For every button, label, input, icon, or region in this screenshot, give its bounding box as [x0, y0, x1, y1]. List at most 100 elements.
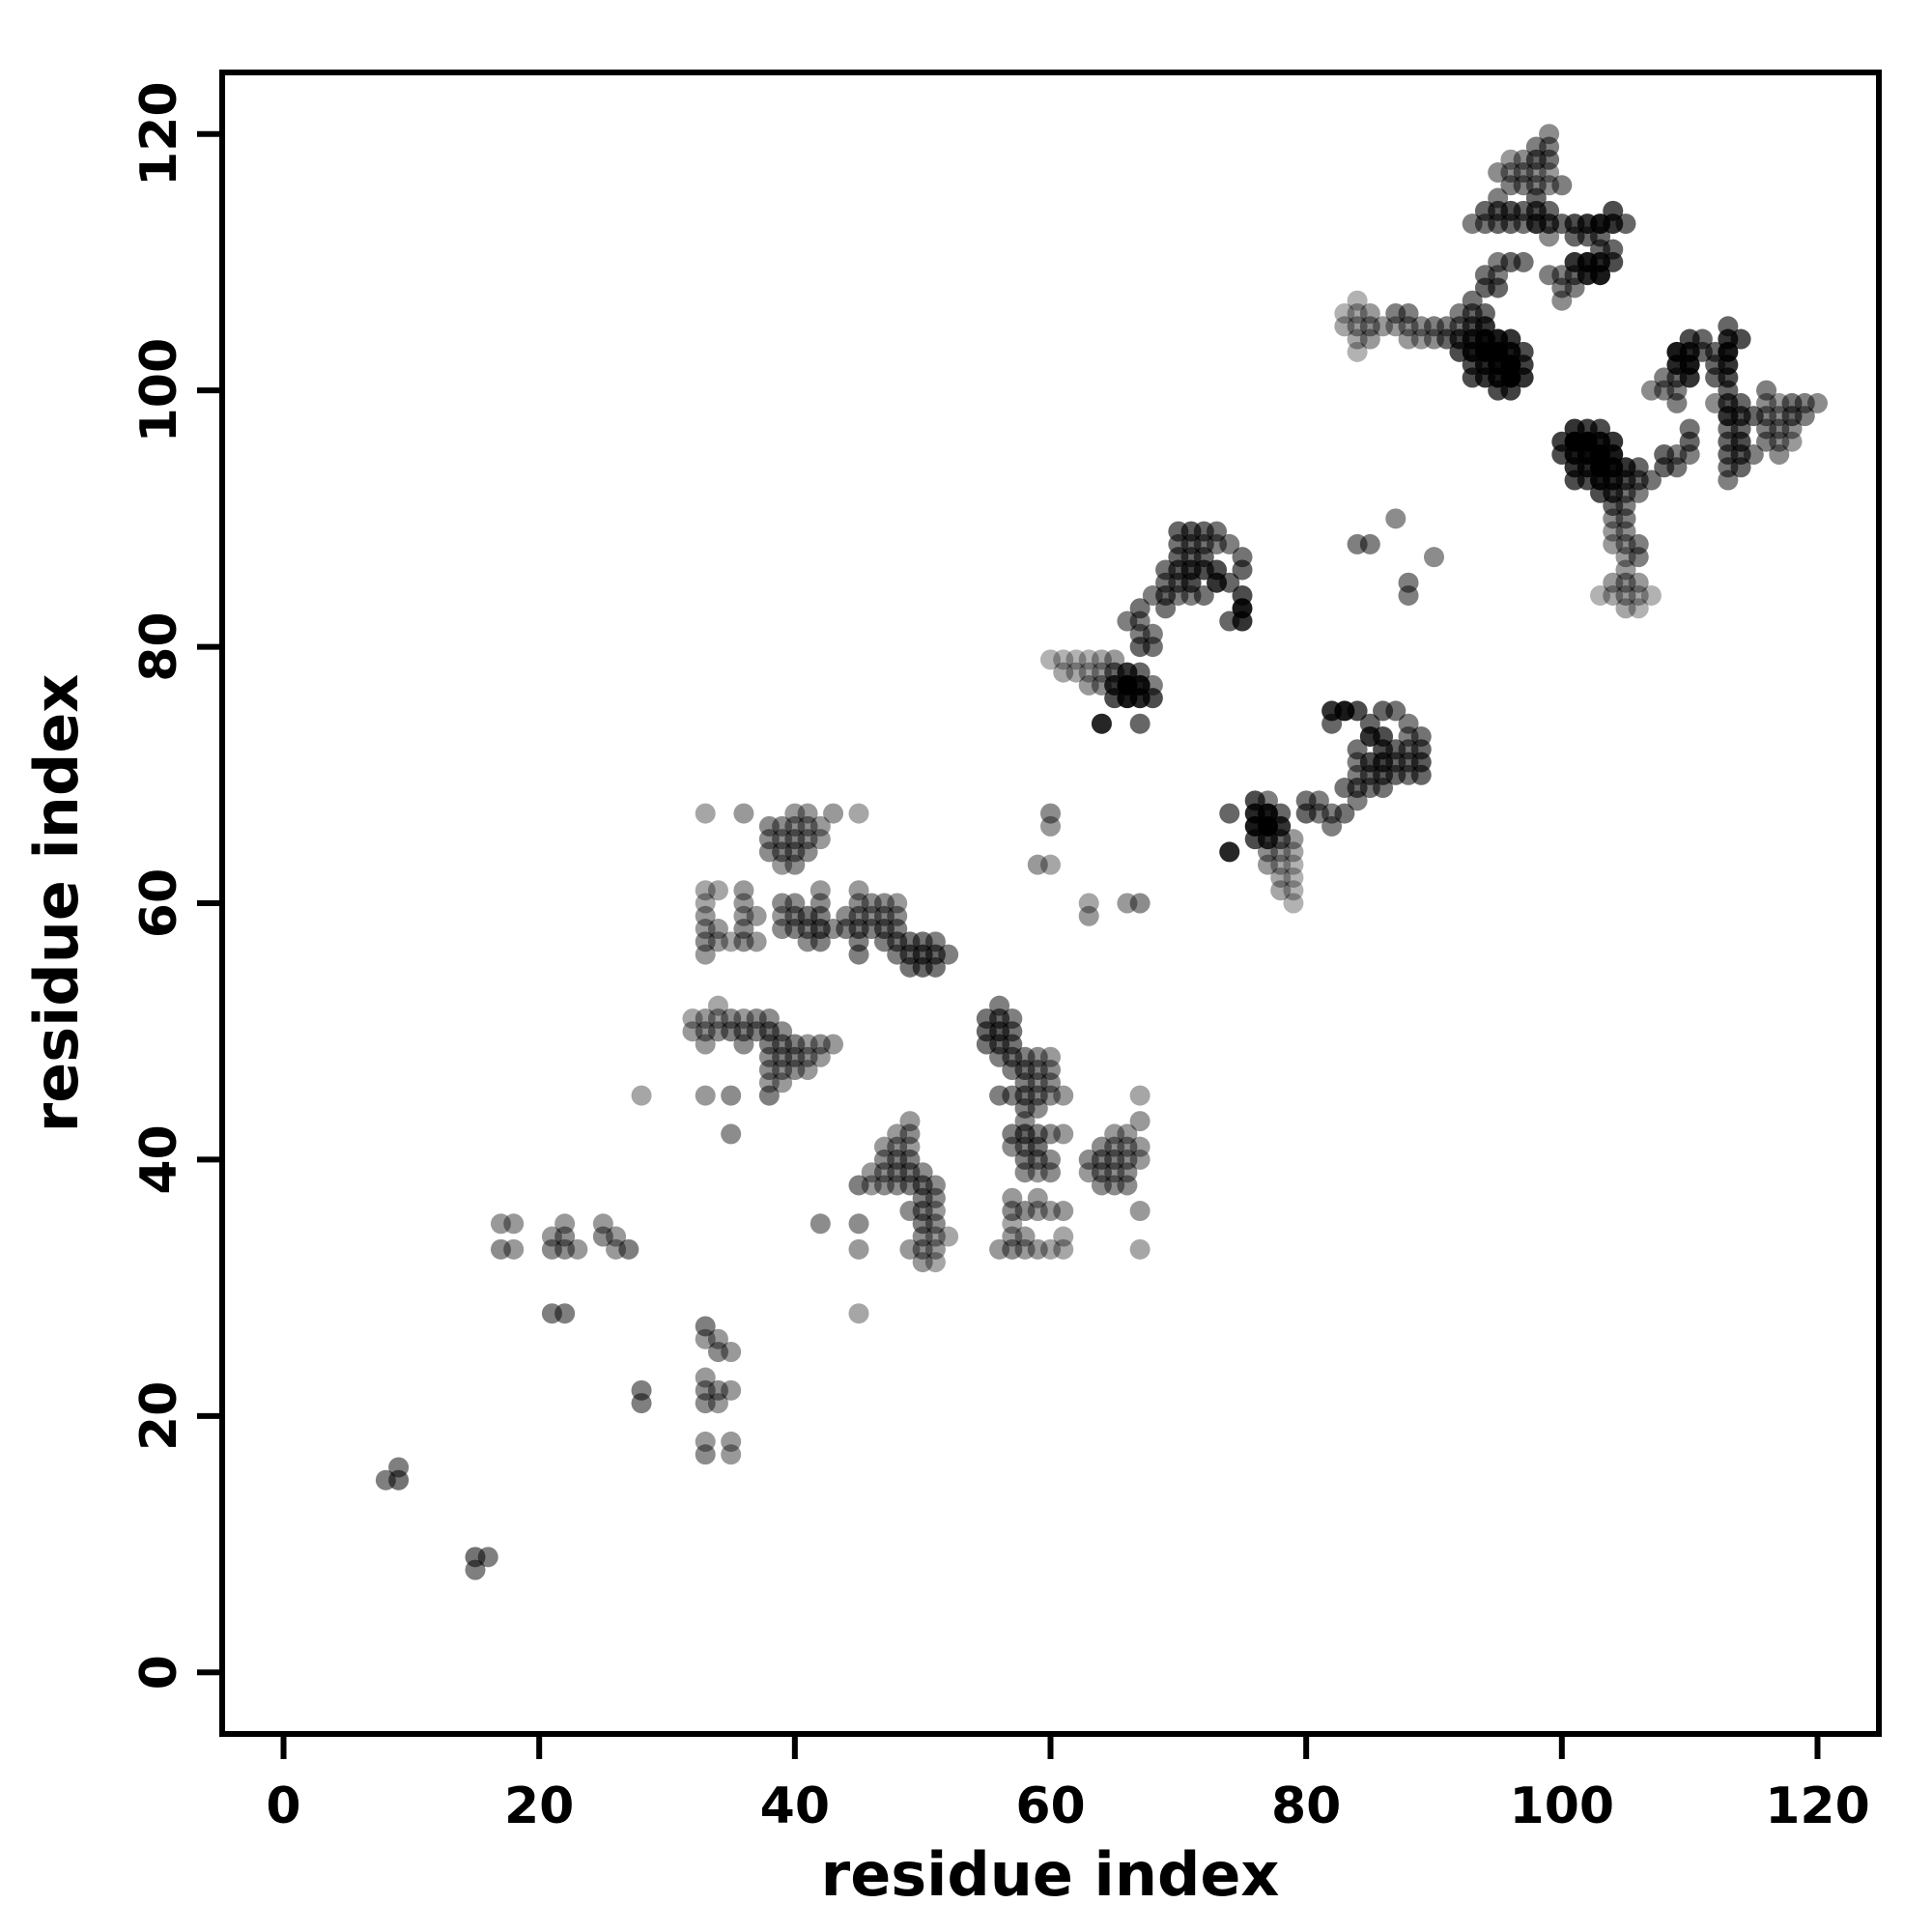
data-point: [797, 1046, 818, 1067]
data-point: [772, 893, 793, 914]
data-point: [797, 815, 818, 837]
data-point: [1053, 1238, 1074, 1260]
data-point: [733, 880, 754, 901]
data-point: [1398, 713, 1419, 734]
data-point: [1027, 1085, 1048, 1106]
data-point: [873, 893, 895, 914]
data-point: [1091, 713, 1112, 734]
data-point: [721, 1008, 742, 1029]
data-point: [924, 931, 946, 952]
data-point: [1539, 124, 1560, 145]
data-point: [682, 1008, 703, 1029]
data-point: [695, 919, 716, 940]
data-point: [1129, 1238, 1151, 1260]
data-point: [631, 1379, 652, 1401]
data-point: [1027, 1046, 1048, 1067]
data-point: [938, 944, 959, 965]
data-point: [1603, 239, 1624, 260]
data-point: [503, 1238, 525, 1260]
data-point: [1117, 1123, 1138, 1145]
data-point: [1423, 547, 1444, 568]
data-point: [1117, 1162, 1138, 1183]
data-point: [912, 1238, 933, 1260]
data-point: [707, 931, 728, 952]
data-point: [1628, 572, 1649, 593]
data-point: [1359, 316, 1380, 337]
data-point: [848, 1238, 869, 1260]
data-point: [1347, 700, 1368, 722]
x-tick-label: 0: [266, 1777, 300, 1835]
data-point: [1040, 1201, 1061, 1222]
y-tick-label: 100: [130, 338, 188, 443]
data-point: [733, 803, 754, 824]
data-point: [1525, 175, 1547, 196]
data-point: [1002, 1238, 1023, 1260]
data-point: [1603, 533, 1624, 554]
data-point: [899, 1149, 921, 1170]
data-point: [758, 1008, 780, 1029]
data-point: [861, 893, 882, 914]
data-point: [1027, 1060, 1048, 1081]
data-point: [707, 1342, 728, 1363]
data-point: [733, 893, 754, 914]
data-point: [1347, 739, 1368, 760]
data-point: [1743, 443, 1764, 465]
y-tick-label: 120: [130, 81, 188, 186]
data-point: [1002, 1226, 1023, 1247]
data-point: [1283, 867, 1304, 888]
data-point: [1040, 1072, 1061, 1094]
data-point: [1027, 1201, 1048, 1222]
data-point: [695, 1034, 716, 1055]
data-point: [721, 1379, 742, 1401]
data-point: [1347, 341, 1368, 362]
data-point: [810, 905, 831, 926]
data-point: [772, 1021, 793, 1042]
data-point: [899, 1111, 921, 1132]
data-point: [1628, 598, 1649, 619]
data-point: [1193, 584, 1214, 606]
data-point: [733, 1008, 754, 1029]
data-point: [554, 1303, 576, 1324]
data-point: [1053, 662, 1074, 683]
data-point: [1232, 547, 1253, 568]
data-point: [848, 1175, 869, 1196]
data-point: [695, 803, 716, 824]
data-point: [541, 1238, 562, 1260]
data-point: [1129, 1111, 1151, 1132]
data-point: [1027, 1238, 1048, 1260]
data-point: [1027, 1187, 1048, 1208]
data-point: [1270, 854, 1292, 875]
data-point: [1806, 392, 1828, 413]
data-point: [1283, 880, 1304, 901]
data-point: [1359, 303, 1380, 325]
x-tick-label: 80: [1271, 1777, 1341, 1835]
data-point: [1334, 803, 1355, 824]
data-point: [1078, 893, 1099, 914]
data-point: [1603, 584, 1624, 606]
data-point: [758, 1021, 780, 1042]
data-point: [631, 1085, 652, 1106]
data-point: [1283, 841, 1304, 863]
data-point: [721, 1431, 742, 1452]
data-point: [784, 815, 806, 837]
data-point: [1283, 854, 1304, 875]
data-point: [1040, 1238, 1061, 1260]
data-point: [1640, 469, 1662, 491]
data-point: [797, 803, 818, 824]
data-point: [1219, 803, 1240, 824]
data-point: [784, 803, 806, 824]
data-point: [1603, 572, 1624, 593]
x-tick-label: 40: [760, 1777, 830, 1835]
y-tick-label: 20: [130, 1381, 188, 1451]
data-point: [1385, 508, 1406, 529]
data-point: [848, 1213, 869, 1235]
data-point: [810, 1213, 831, 1235]
data-point: [1373, 316, 1394, 337]
data-point: [1040, 1046, 1061, 1067]
y-tick-label: 0: [130, 1655, 188, 1690]
data-point: [1207, 559, 1228, 581]
data-point: [1065, 662, 1087, 683]
data-point: [1219, 533, 1240, 554]
